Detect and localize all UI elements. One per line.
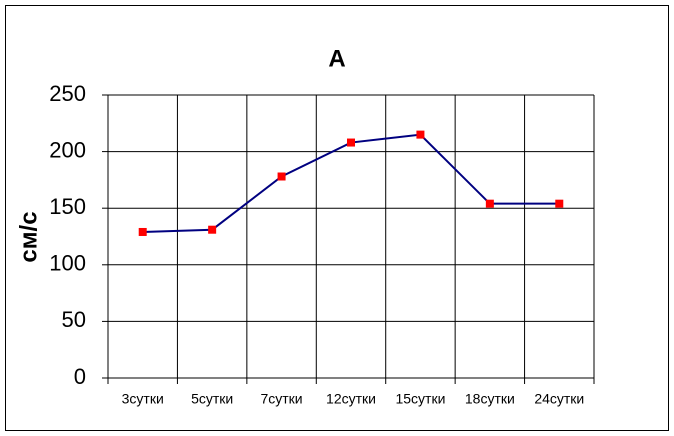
y-tick-label: 150 [49,194,86,219]
x-tick-label: 5сутки [191,391,233,407]
x-tick-label: 7сутки [260,391,302,407]
marker [416,130,425,139]
marker [347,138,355,147]
y-tick-label: 200 [49,137,86,162]
chart-border [5,5,669,431]
y-tick-label: 100 [49,251,86,276]
x-tick-label: 15сутки [395,391,445,407]
x-tick-label: 3сутки [122,391,164,407]
y-tick-label: 50 [62,307,86,332]
marker [208,225,217,234]
chart-title: A [328,45,345,72]
y-tick-label: 250 [49,81,86,106]
marker [138,227,147,236]
marker [277,172,286,181]
x-tick-label: 24сутки [534,391,584,407]
y-axis-label: см/с [15,211,42,262]
x-tick-label: 18сутки [465,391,515,407]
y-tick-label: 0 [74,364,86,389]
x-tick-label: 12сутки [326,391,376,407]
marker [555,199,564,208]
marker [485,199,494,208]
